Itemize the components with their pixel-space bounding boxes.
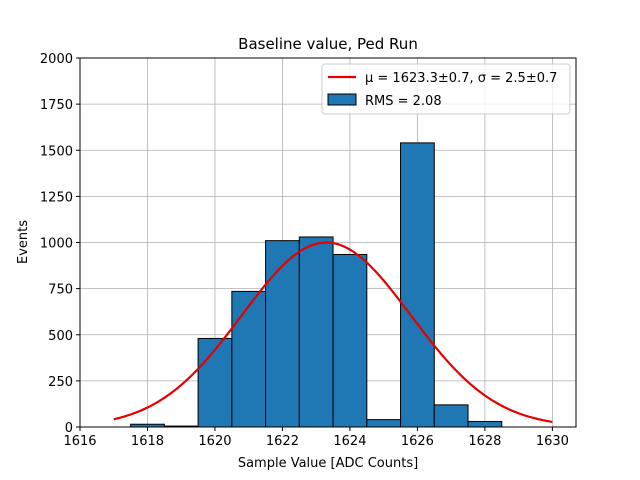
histogram-bar <box>231 290 267 428</box>
fit-curve-group <box>113 241 553 423</box>
x-tick-label: 1624 <box>333 434 366 449</box>
y-tick-label: 250 <box>48 375 73 390</box>
x-tick-label: 1620 <box>198 434 231 449</box>
legend-box <box>321 63 571 115</box>
histogram-bar <box>366 419 402 428</box>
y-tick-label: 0 <box>65 421 73 436</box>
y-tick-label: 2000 <box>40 52 73 67</box>
legend-histogram-swatch <box>327 93 357 106</box>
y-axis-ticks: 0 250 500 750 1000 1250 1500 1750 2000 <box>40 52 80 436</box>
x-tick-label: 1630 <box>536 434 569 449</box>
legend: μ = 1623.3±0.7, σ = 2.5±0.7 RMS = 2.08 <box>321 63 571 115</box>
y-tick-label: 1000 <box>40 237 73 252</box>
histogram-bar <box>433 404 469 428</box>
y-tick-label: 1750 <box>40 98 73 113</box>
histogram-bar <box>400 142 435 428</box>
histogram-bar <box>197 337 233 428</box>
histogram-bar <box>265 240 300 428</box>
x-axis-ticks: 1616 1618 1620 1622 1624 1626 1628 1630 <box>63 427 569 449</box>
histogram-bar <box>332 253 368 428</box>
gaussian-fit-curve <box>113 241 553 423</box>
x-tick-label: 1616 <box>63 434 96 449</box>
x-axis-label: Sample Value [ADC Counts] <box>238 456 418 471</box>
x-tick-label: 1626 <box>401 434 434 449</box>
y-tick-label: 500 <box>48 329 73 344</box>
histogram-bar <box>298 236 334 428</box>
x-tick-label: 1618 <box>131 434 164 449</box>
y-tick-label: 1500 <box>40 144 73 159</box>
histogram-bars <box>130 142 503 428</box>
x-tick-label: 1628 <box>468 434 501 449</box>
y-tick-label: 1250 <box>40 190 73 205</box>
legend-fit-label: μ = 1623.3±0.7, σ = 2.5±0.7 <box>365 71 557 86</box>
y-axis-label: Events <box>16 220 31 264</box>
legend-rms-label: RMS = 2.08 <box>365 94 442 109</box>
x-tick-label: 1622 <box>266 434 299 449</box>
chart-title: Baseline value, Ped Run <box>238 35 418 53</box>
histogram-bar <box>467 420 503 428</box>
y-tick-label: 750 <box>48 283 73 298</box>
